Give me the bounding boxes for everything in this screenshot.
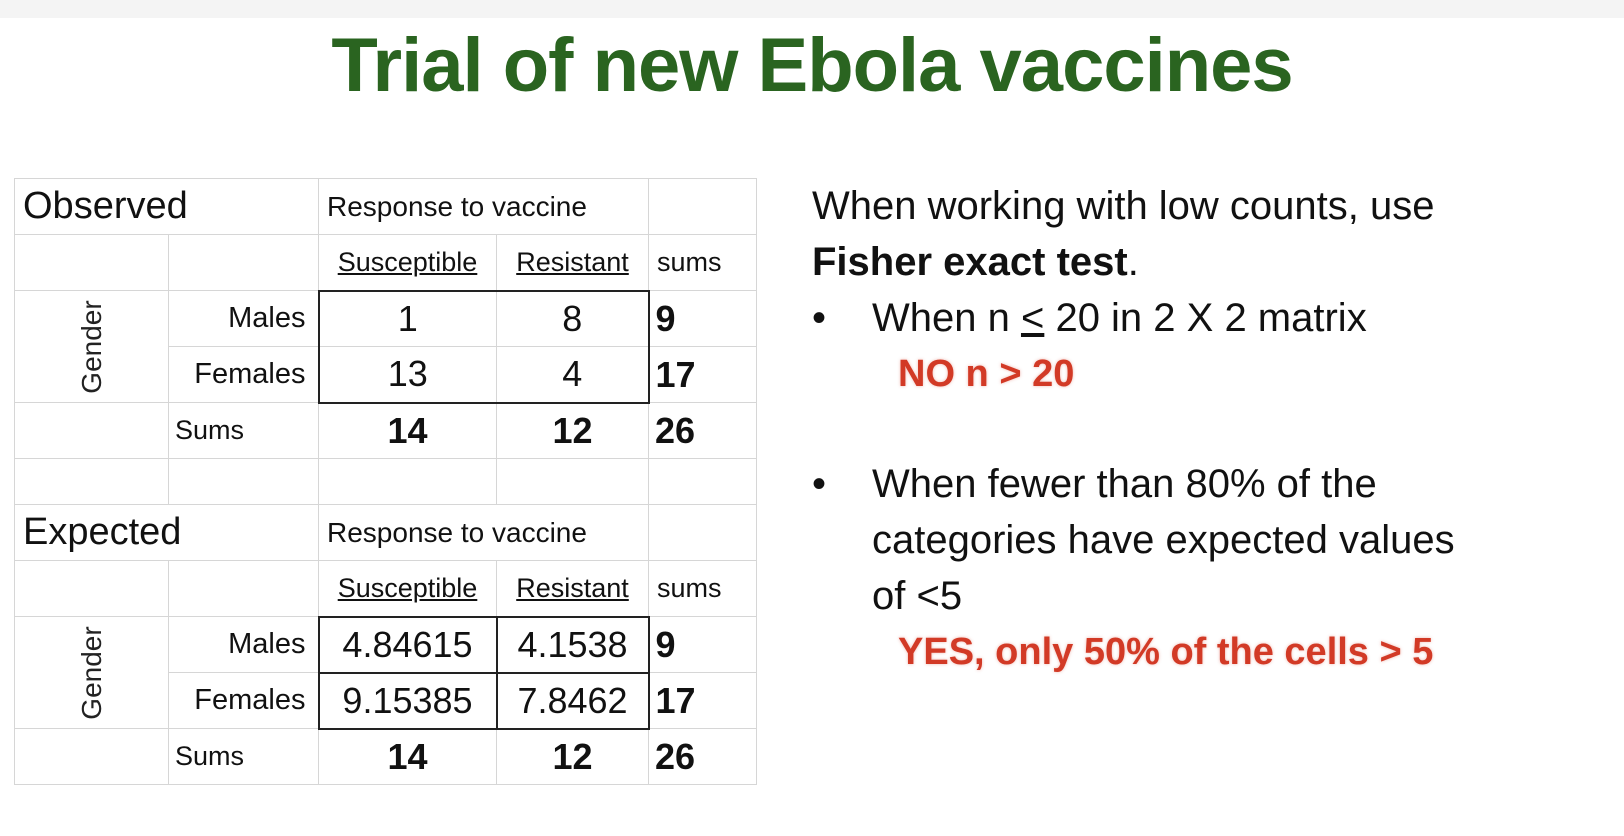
expected-totals-label: Sums bbox=[168, 728, 319, 785]
expected-colheader-row: Susceptible Resistant sums bbox=[14, 560, 757, 617]
observed-totals-label: Sums bbox=[168, 402, 319, 459]
expected-cell: 4.84615 bbox=[317, 615, 498, 674]
bullet-2: • When fewer than 80% of the bbox=[812, 456, 1602, 512]
observed-totals-row: Sums 14 12 26 bbox=[14, 402, 757, 459]
bullet2-line1: When fewer than 80% of the bbox=[872, 462, 1377, 506]
observed-row-sum: 9 bbox=[648, 290, 757, 347]
notes-panel: When working with low counts, use Fisher… bbox=[812, 178, 1602, 680]
observed-row-label: Males bbox=[168, 290, 319, 347]
expected-col-resistant: Resistant bbox=[496, 560, 649, 617]
observed-col-resistant: Resistant bbox=[496, 234, 649, 291]
expected-total: 12 bbox=[496, 728, 649, 785]
observed-gender-cell: Gender bbox=[14, 290, 169, 403]
bullet1-pre: When n bbox=[872, 296, 1021, 340]
observed-cell: 1 bbox=[317, 289, 497, 347]
expected-col-susceptible: Susceptible bbox=[318, 560, 497, 617]
intro-line2: Fisher exact test. bbox=[812, 234, 1602, 290]
spacer-row bbox=[14, 458, 757, 505]
observed-cell: 13 bbox=[317, 346, 497, 404]
answer-1: NO n > 20 bbox=[898, 353, 1075, 395]
expected-row-sum: 9 bbox=[648, 616, 757, 673]
expected-col-sums: sums bbox=[648, 560, 757, 617]
expected-row-label: Females bbox=[168, 672, 319, 729]
bullet1-post: 20 in 2 X 2 matrix bbox=[1044, 296, 1367, 340]
observed-row-label: Females bbox=[168, 346, 319, 403]
bullet-dot: • bbox=[812, 296, 827, 340]
observed-total: 14 bbox=[318, 402, 497, 459]
intro-line1: When working with low counts, use bbox=[812, 184, 1435, 228]
observed-total: 12 bbox=[496, 402, 649, 459]
expected-cell: 4.1538 bbox=[495, 615, 650, 674]
expected-label: Expected bbox=[14, 504, 319, 561]
bullet-1: • When n < 20 in 2 X 2 matrix bbox=[812, 290, 1602, 346]
bullet-2-line2: categories have expected values bbox=[872, 518, 1455, 562]
expected-row-label: Males bbox=[168, 616, 319, 673]
expected-gender-label: Gender bbox=[75, 625, 107, 720]
observed-cell: 4 bbox=[496, 346, 650, 404]
observed-col-susceptible: Susceptible bbox=[318, 234, 497, 291]
contingency-tables: Observed Response to vaccine Susceptible… bbox=[14, 178, 757, 785]
expected-header-row: Expected Response to vaccine bbox=[14, 504, 757, 561]
observed-header-row: Observed Response to vaccine bbox=[14, 178, 757, 235]
expected-totals-row: Sums 14 12 26 bbox=[14, 728, 757, 785]
observed-row-females: Females 13 4 17 bbox=[15, 346, 757, 404]
bullet-2-line3: of <5 bbox=[872, 574, 963, 618]
intro-period: . bbox=[1127, 240, 1139, 284]
observed-grand-total: 26 bbox=[648, 402, 757, 459]
observed-colheader-row: Susceptible Resistant sums bbox=[14, 234, 757, 291]
observed-label: Observed bbox=[14, 178, 319, 235]
expected-gender-cell: Gender bbox=[14, 616, 169, 729]
expected-grand-total: 26 bbox=[648, 728, 757, 785]
expected-cell: 9.15385 bbox=[317, 671, 498, 730]
bullet1-le: < bbox=[1020, 296, 1045, 340]
expected-row-males: Gender Males 4.84615 4.1538 9 bbox=[14, 615, 757, 729]
bullet-dot: • bbox=[812, 462, 827, 506]
expected-row-females: Females 9.15385 7.8462 17 bbox=[15, 671, 757, 730]
observed-cell: 8 bbox=[496, 289, 650, 347]
answer-2: YES, only 50% of the cells > 5 bbox=[898, 631, 1434, 673]
observed-response-header: Response to vaccine bbox=[318, 178, 649, 235]
expected-total: 14 bbox=[318, 728, 497, 785]
expected-cell: 7.8462 bbox=[495, 671, 650, 730]
slide-title: Trial of new Ebola vaccines bbox=[331, 23, 1293, 108]
fisher-test-label: Fisher exact test bbox=[812, 240, 1128, 284]
expected-response-header: Response to vaccine bbox=[318, 504, 649, 561]
observed-row-sum: 17 bbox=[648, 346, 757, 403]
observed-gender-label: Gender bbox=[75, 299, 107, 394]
observed-col-sums: sums bbox=[648, 234, 757, 291]
observed-row-males: Gender Males 1 8 9 bbox=[14, 289, 757, 403]
expected-row-sum: 17 bbox=[648, 672, 757, 729]
